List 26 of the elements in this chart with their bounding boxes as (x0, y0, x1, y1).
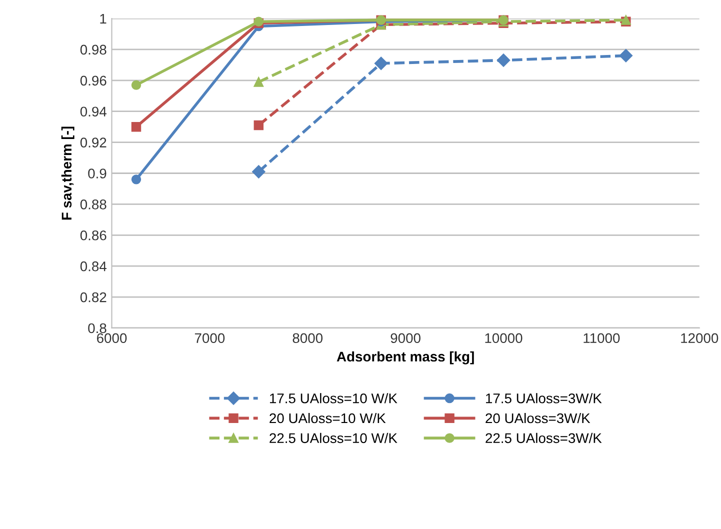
legend-label: 22.5 UAloss=3W/K (486, 432, 602, 444)
legend-label: 17.5 UAloss=10 W/K (270, 393, 398, 404)
y-tick-label: 0.94 (80, 106, 106, 117)
x-tick-label: 7000 (194, 333, 225, 344)
y-tick-label: 0.88 (80, 200, 106, 210)
x-tick-label: 11000 (584, 333, 620, 344)
x-tick-label: 9000 (390, 333, 420, 344)
legend-label: 17.5 UAloss=3W/K (486, 393, 602, 404)
legend-label: 20 UAloss=3W/K (486, 412, 590, 424)
y-tick-label: 1 (100, 14, 106, 24)
y-tick-label: 0.8 (88, 323, 106, 334)
x-tick-label: 10000 (485, 333, 522, 344)
y-axis-title: F sav,therm [-] (61, 126, 74, 220)
x-axis-title: Adsorbent mass [kg] (336, 351, 474, 364)
x-tick-label: 8000 (292, 333, 323, 344)
y-tick-label: 0.82 (80, 292, 106, 302)
x-tick-label: 6000 (97, 333, 127, 344)
y-tick-label: 0.86 (80, 230, 106, 240)
y-tick-label: 0.96 (80, 76, 106, 86)
y-tick-label: 0.9 (88, 168, 106, 178)
y-tick-label: 0.84 (80, 261, 106, 272)
y-tick-label: 0.98 (80, 44, 106, 55)
legend-label: 22.5 UAloss=10 W/K (270, 432, 398, 444)
legend-label: 20 UAloss=10 W/K (270, 412, 386, 424)
y-tick-label: 0.92 (80, 138, 106, 148)
x-tick-label: 12000 (681, 333, 718, 344)
